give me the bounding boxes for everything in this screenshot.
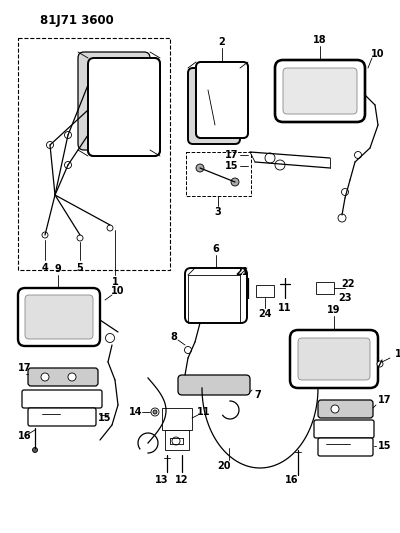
Text: 19: 19 — [327, 305, 341, 315]
FancyBboxPatch shape — [18, 288, 100, 346]
Text: 8: 8 — [170, 332, 178, 342]
FancyBboxPatch shape — [22, 390, 102, 408]
FancyBboxPatch shape — [275, 60, 365, 122]
Circle shape — [64, 132, 72, 139]
Circle shape — [377, 361, 383, 367]
Circle shape — [46, 141, 54, 149]
Circle shape — [275, 160, 285, 170]
Text: 7: 7 — [254, 390, 261, 400]
Text: 16: 16 — [285, 475, 299, 485]
Bar — [186, 152, 251, 196]
Circle shape — [196, 164, 204, 172]
Text: 21: 21 — [235, 267, 249, 277]
FancyBboxPatch shape — [88, 58, 160, 156]
Circle shape — [265, 153, 275, 163]
Text: 18: 18 — [313, 35, 327, 45]
FancyBboxPatch shape — [25, 295, 93, 339]
Circle shape — [68, 373, 76, 381]
Text: 17: 17 — [18, 363, 32, 373]
Text: 17: 17 — [225, 150, 239, 160]
FancyBboxPatch shape — [196, 62, 248, 138]
Circle shape — [331, 405, 339, 413]
FancyBboxPatch shape — [290, 330, 378, 388]
FancyBboxPatch shape — [318, 438, 373, 456]
Text: 6: 6 — [213, 244, 219, 254]
Bar — [18, 38, 170, 270]
Circle shape — [77, 235, 83, 241]
Text: 11: 11 — [278, 303, 292, 313]
FancyBboxPatch shape — [78, 52, 150, 150]
Text: 4: 4 — [42, 263, 48, 273]
Circle shape — [64, 161, 72, 168]
Text: 5: 5 — [77, 263, 83, 273]
Circle shape — [172, 437, 180, 445]
Circle shape — [42, 232, 48, 238]
Circle shape — [41, 373, 49, 381]
Text: 13: 13 — [155, 475, 169, 485]
FancyBboxPatch shape — [318, 400, 373, 418]
Text: 16: 16 — [18, 431, 32, 441]
FancyBboxPatch shape — [88, 58, 160, 156]
Text: 20: 20 — [217, 461, 231, 471]
Circle shape — [106, 334, 114, 343]
Circle shape — [338, 214, 346, 222]
Circle shape — [32, 448, 38, 453]
Circle shape — [151, 408, 159, 416]
Circle shape — [184, 346, 192, 353]
Text: 10: 10 — [371, 49, 385, 59]
Text: 3: 3 — [215, 207, 221, 217]
Text: 2: 2 — [219, 37, 225, 47]
Bar — [165, 430, 189, 450]
Text: 17: 17 — [378, 395, 392, 405]
Text: 1: 1 — [112, 277, 118, 287]
Text: 15: 15 — [225, 161, 239, 171]
FancyBboxPatch shape — [185, 268, 247, 323]
Circle shape — [107, 225, 113, 231]
FancyBboxPatch shape — [188, 68, 240, 144]
Circle shape — [354, 151, 362, 158]
Bar — [162, 408, 192, 430]
Text: 22: 22 — [341, 279, 355, 289]
Text: 15: 15 — [98, 413, 112, 423]
FancyBboxPatch shape — [298, 338, 370, 380]
Text: 15: 15 — [378, 441, 392, 451]
FancyBboxPatch shape — [283, 68, 357, 114]
Bar — [256, 285, 274, 297]
Text: 81J71 3600: 81J71 3600 — [40, 14, 114, 27]
Text: 9: 9 — [55, 264, 61, 274]
Text: 11: 11 — [197, 407, 211, 417]
Text: 24: 24 — [258, 309, 272, 319]
Bar — [316, 282, 334, 294]
Text: 14: 14 — [129, 407, 143, 417]
FancyBboxPatch shape — [28, 408, 96, 426]
Circle shape — [153, 410, 157, 414]
FancyBboxPatch shape — [178, 375, 250, 395]
Circle shape — [342, 189, 348, 196]
FancyBboxPatch shape — [28, 368, 98, 386]
Text: 12: 12 — [175, 475, 189, 485]
Text: 10: 10 — [395, 349, 400, 359]
Text: 10: 10 — [111, 286, 125, 296]
Circle shape — [231, 178, 239, 186]
FancyBboxPatch shape — [196, 62, 248, 138]
FancyBboxPatch shape — [314, 420, 374, 438]
Text: 23: 23 — [338, 293, 352, 303]
